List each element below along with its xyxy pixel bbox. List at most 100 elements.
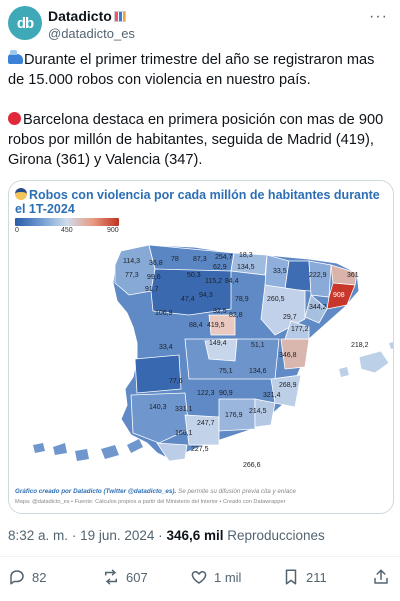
map-value-label: 84,4 [225, 278, 239, 285]
map-value-label: 140,3 [149, 404, 167, 411]
region-castellon [284, 320, 310, 340]
map-value-label: 99,6 [147, 274, 161, 281]
author-handle[interactable]: @datadicto_es [48, 26, 135, 41]
map-value-label: 75,1 [219, 368, 233, 375]
island-mallorca [358, 350, 390, 374]
author-name-row[interactable]: Datadicto [48, 8, 126, 24]
region-madrid [208, 314, 236, 336]
chart-credit-text: Gráfico creado por Datadicto (Twitter @d… [15, 488, 177, 495]
map-value-label: 91,7 [145, 286, 159, 293]
author-name[interactable]: Datadicto [48, 8, 112, 24]
map-value-label: 218,2 [351, 342, 369, 349]
map-value-label: 78,9 [235, 296, 249, 303]
share-icon [374, 569, 388, 584]
like-button[interactable]: 1 mil [190, 566, 241, 588]
legend-max: 900 [107, 227, 119, 234]
avatar[interactable]: db [8, 6, 42, 40]
repost-button[interactable]: 607 [102, 566, 148, 588]
map-value-label: 134,6 [249, 368, 267, 375]
tweet-time[interactable]: 8:32 a. m. [8, 528, 69, 543]
region-tarragona [304, 294, 328, 324]
map-value-label: 247,7 [197, 420, 215, 427]
map-value-label: 321,4 [263, 392, 281, 399]
tweet-paragraph-2: Barcelona destaca en primera posición co… [8, 110, 394, 170]
region-malaga [184, 414, 220, 446]
region-huesca [284, 260, 312, 292]
like-count: 1 mil [214, 569, 242, 585]
reply-button[interactable]: 82 [8, 566, 46, 588]
map-value-label: 50,3 [187, 272, 201, 279]
map-value-labels: 114,3 36,8 78 87,3 254,7 18,3 62,9 134,5 77,3 99,… [123, 252, 369, 469]
more-options-icon[interactable]: ··· [369, 8, 388, 25]
map-value-label: 419,5 [207, 322, 225, 329]
canary-islands [33, 427, 159, 461]
region-lleida [308, 260, 332, 298]
map-value-label: 134,5 [237, 264, 255, 271]
island-ibiza [339, 367, 349, 377]
map-value-label: 227,5 [191, 446, 209, 453]
region-ciudad-real [204, 338, 238, 362]
map-value-label: 78 [171, 256, 179, 263]
tweet-meta: 8:32 a. m. · 19 jun. 2024 · 346,6 mil Re… [8, 528, 325, 543]
island-menorca [389, 342, 393, 349]
region-andalucia-west [130, 392, 190, 444]
bar-chart-icon [113, 11, 126, 22]
map-value-label: 82,8 [229, 312, 243, 319]
views-label: Reproducciones [227, 528, 325, 543]
reply-count: 82 [32, 569, 47, 585]
bookmark-button[interactable]: 211 [282, 566, 327, 588]
map-value-label: 344,2 [309, 304, 327, 311]
avatar-logo: db [16, 14, 34, 32]
map-value-label: 176,9 [225, 412, 243, 419]
map-value-label: 36,8 [149, 260, 163, 267]
red-circle-icon [8, 112, 21, 125]
map-value-label: 115,2 [205, 278, 222, 285]
map-title-text: Robos con violencia por cada millón de h… [15, 188, 380, 216]
divider [0, 556, 400, 557]
chart-sources: Mapa: @datadicto_es • Fuente: Cálculos p… [15, 499, 286, 505]
map-value-label: 77,6 [169, 378, 183, 385]
map-title: Robos con violencia por cada millón de h… [15, 188, 387, 216]
share-button[interactable] [372, 566, 396, 588]
map-value-label: 268,9 [279, 382, 297, 389]
meta-separator-2: · [158, 528, 163, 543]
police-officer-icon [15, 188, 27, 200]
tweet-paragraph-1: Durante el primer trimestre del año se r… [8, 50, 394, 90]
repost-count: 607 [126, 569, 148, 585]
region-extremadura [134, 354, 182, 394]
tweet-paragraph-2-text: Barcelona destaca en primera posición co… [8, 112, 384, 168]
map-value-label: 222,9 [309, 272, 327, 279]
map-value-label: 29,7 [283, 314, 297, 321]
tweet-paragraph-1-text: Durante el primer trimestre del año se r… [8, 52, 375, 88]
reply-icon [10, 570, 24, 585]
map-value-label: 254,7 [215, 254, 233, 261]
map-value-label: 149,4 [209, 340, 227, 347]
map-value-label: 166,1 [175, 430, 193, 437]
map-value-label: 18,3 [239, 252, 253, 259]
map-value-label: 88,4 [189, 322, 203, 329]
media-card[interactable]: Robos con violencia por cada millón de h… [8, 180, 394, 514]
map-value-label: 177,2 [291, 326, 309, 333]
spain-choropleth-map: 114,3 36,8 78 87,3 254,7 18,3 62,9 134,5 77,3 99,… [33, 244, 393, 469]
legend-color-scale [15, 218, 119, 226]
tweet-date[interactable]: 19 jun. 2024 [80, 528, 155, 543]
tweet-header: db Datadicto @datadicto_es ··· [8, 6, 392, 42]
map-value-label: 51,1 [251, 342, 265, 349]
map-value-label: 114,3 [123, 258, 140, 265]
region-cadiz [156, 442, 188, 462]
legend-mid: 450 [61, 227, 73, 234]
region-almeria [254, 398, 276, 428]
map-value-label: 33,4 [159, 344, 173, 351]
map-value-label: 32,5 [213, 308, 227, 315]
meta-separator: · [71, 528, 77, 543]
region-pais-vasco [230, 252, 268, 276]
map-value-label: 87,3 [193, 256, 207, 263]
bookmark-icon [285, 569, 297, 585]
tweet-text: Durante el primer trimestre del año se r… [8, 50, 394, 190]
map-value-label: 260,5 [267, 296, 285, 303]
region-granada [218, 398, 256, 432]
views-count: 346,6 mil [166, 528, 224, 543]
map-value-label: 62,9 [213, 264, 227, 271]
map-value-label: 122,3 [197, 390, 215, 397]
map-value-label: 90,9 [219, 390, 233, 397]
